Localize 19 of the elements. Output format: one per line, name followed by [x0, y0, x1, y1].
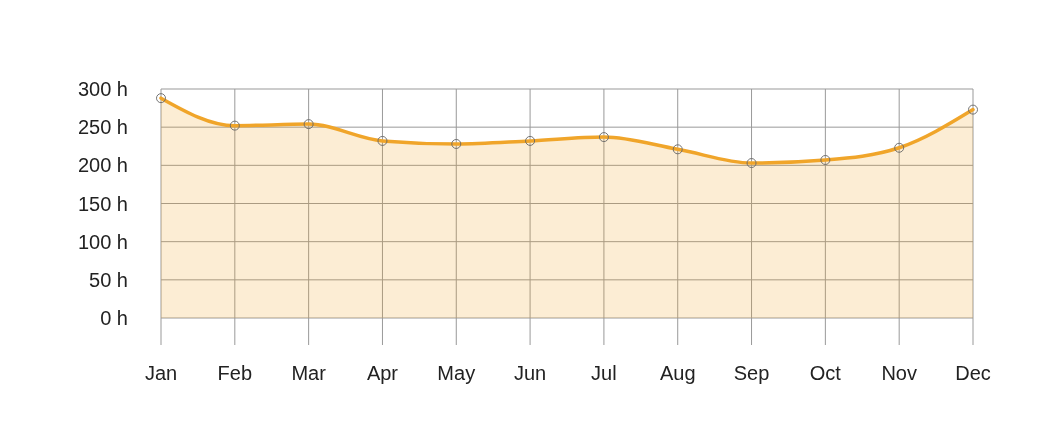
x-tick-label: Jul — [591, 362, 617, 384]
x-tick-label: Dec — [955, 362, 991, 384]
x-tick-label: Sep — [733, 362, 770, 384]
y-tick-label: 300 h — [77, 78, 128, 100]
y-tick-label: 50 h — [89, 268, 128, 291]
x-tick-label: Nov — [881, 362, 917, 384]
x-tick-label: May — [437, 362, 476, 384]
x-tick-label: Feb — [217, 362, 253, 384]
x-tick-label: Apr — [366, 362, 399, 384]
y-tick-label: 200 h — [77, 154, 128, 177]
x-tick-label: Aug — [659, 362, 696, 384]
x-tick-label: Jan — [144, 362, 178, 384]
y-tick-label: 150 h — [77, 192, 128, 215]
y-tick-label: 100 h — [77, 230, 128, 253]
y-tick-label: 0 h — [100, 307, 128, 329]
x-tick-label: Oct — [809, 362, 842, 384]
y-tick-label: 250 h — [77, 116, 128, 139]
x-tick-label: Mar — [291, 362, 327, 384]
x-tick-label: Jun — [513, 362, 547, 384]
